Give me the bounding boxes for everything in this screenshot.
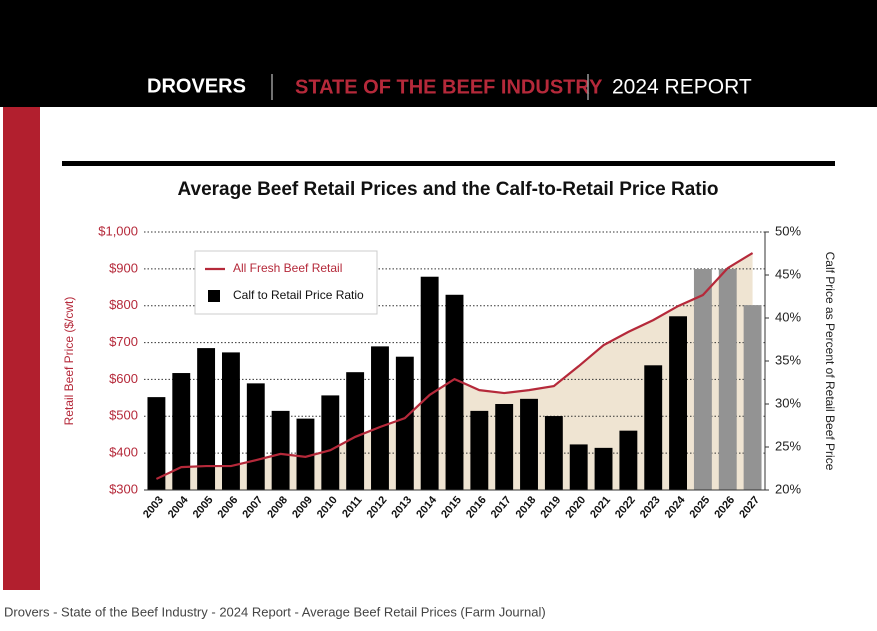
legend-box	[194, 250, 378, 315]
bar	[495, 404, 514, 490]
x-tick-label: 2023	[638, 494, 663, 520]
y2-tick-label: 45%	[775, 266, 801, 281]
bar	[569, 444, 588, 490]
x-tick-label: 2008	[265, 494, 290, 520]
legend-label: All Fresh Beef Retail	[233, 261, 342, 275]
y2-tick-label: 40%	[775, 309, 801, 324]
x-tick-label: 2010	[315, 494, 340, 520]
x-tick-label: 2017	[489, 494, 514, 520]
bar	[271, 410, 290, 490]
x-tick-label: 2013	[389, 494, 414, 520]
side-stripe	[3, 107, 40, 590]
x-tick-label: 2006	[216, 494, 241, 520]
y-tick-label: $1,000	[98, 223, 138, 238]
bar	[246, 383, 265, 490]
bar	[445, 294, 464, 490]
y-tick-label: $300	[109, 481, 138, 496]
bar	[395, 356, 414, 490]
x-tick-label: 2026	[712, 494, 737, 520]
x-tick-label: 2025	[687, 494, 712, 520]
logo: DROVERS	[147, 75, 246, 97]
y-tick-label: $500	[109, 408, 138, 423]
bar	[594, 447, 613, 490]
header-bar	[0, 0, 877, 107]
bar	[470, 410, 489, 490]
bar	[743, 305, 762, 490]
caption: Drovers - State of the Beef Industry - 2…	[4, 604, 546, 619]
x-tick-label: 2016	[464, 494, 489, 520]
y-axis-label: Retail Beef Price ($/cwt)	[62, 297, 76, 426]
bar	[420, 276, 439, 490]
y2-axis-label: Calf Price as Percent of Retail Beef Pri…	[823, 252, 837, 471]
bar	[147, 397, 166, 490]
y2-tick-label: 35%	[775, 352, 801, 367]
bar	[172, 373, 191, 490]
y-tick-label: $800	[109, 297, 138, 312]
x-tick-label: 2027	[737, 494, 762, 520]
bar	[371, 346, 389, 490]
x-tick-label: 2021	[588, 494, 613, 520]
x-tick-label: 2022	[613, 494, 638, 520]
x-tick-label: 2015	[439, 494, 464, 520]
x-tick-label: 2004	[166, 493, 191, 520]
bar	[321, 395, 340, 490]
bar	[221, 352, 240, 490]
x-tick-label: 2007	[240, 494, 265, 520]
x-tick-label: 2018	[514, 494, 539, 520]
report-title: 2024 REPORT	[612, 76, 752, 99]
bar	[544, 416, 563, 490]
y-tick-label: $900	[109, 260, 138, 275]
legend-swatch	[208, 290, 220, 302]
chart-title: Average Beef Retail Prices and the Calf-…	[178, 179, 719, 200]
bar	[669, 316, 688, 490]
bar	[619, 430, 638, 490]
x-tick-label: 2009	[290, 494, 315, 520]
y2-tick-label: 50%	[775, 223, 801, 238]
y-tick-label: $600	[109, 371, 138, 386]
y-tick-label: $700	[109, 334, 138, 349]
x-tick-label: 2019	[538, 494, 563, 520]
line	[155, 252, 754, 480]
x-tick-label: 2003	[141, 494, 166, 520]
y2-tick-label: 20%	[775, 481, 801, 496]
bar	[520, 398, 538, 490]
y2-tick-label: 30%	[775, 395, 801, 410]
rule	[62, 161, 835, 166]
x-tick-label: 2005	[191, 494, 216, 520]
bar	[693, 268, 712, 490]
bar	[296, 418, 315, 490]
area	[156, 253, 753, 490]
bar	[644, 365, 663, 490]
x-tick-label: 2020	[563, 494, 588, 520]
x-tick-label: 2012	[365, 494, 390, 520]
plot: $300 $400 $500 $600 $700 $800 $900 $1,000 20% 25%…	[98, 223, 801, 520]
bar	[197, 348, 216, 490]
legend-label: Calf to Retail Price Ratio	[233, 288, 364, 302]
bar	[718, 268, 737, 490]
y-tick-label: $400	[109, 445, 138, 460]
x-tick-label: 2014	[414, 493, 439, 520]
y2-tick-label: 25%	[775, 438, 801, 453]
x-tick-label: 2024	[663, 493, 688, 520]
section-title: STATE OF THE BEEF INDUSTRY	[295, 76, 603, 98]
bar	[346, 372, 365, 490]
x-tick-label: 2011	[340, 494, 365, 520]
